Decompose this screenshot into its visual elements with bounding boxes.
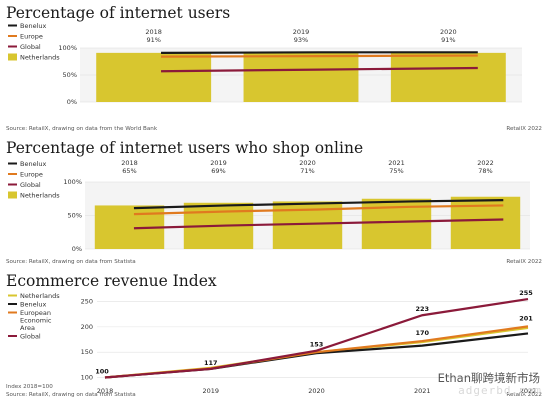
chart-source: Source: RetailX, drawing on data from th… bbox=[6, 126, 158, 132]
watermark-url: adgerbd.com bbox=[458, 384, 542, 397]
bar-value-label: 69% bbox=[211, 167, 225, 175]
bar-value-label: 91% bbox=[146, 36, 160, 44]
bar-value-label: 78% bbox=[478, 167, 492, 175]
chart-source: Source: RetailX, drawing on data from St… bbox=[6, 392, 136, 398]
bar-netherlands bbox=[450, 196, 521, 249]
y-tick-label: 200 bbox=[81, 323, 93, 331]
data-label: 255 bbox=[519, 289, 533, 297]
legend-label: Europe bbox=[20, 33, 43, 41]
series-line-benelux bbox=[133, 198, 504, 210]
legend-label: Global bbox=[20, 181, 41, 189]
credit-text: RetailX 2022 bbox=[506, 126, 542, 132]
legend-label: Global bbox=[20, 333, 41, 341]
legend-label: Benelux bbox=[20, 301, 47, 309]
internet-users-chart: 0%50%100%201891%201993%202091%BeneluxEur… bbox=[8, 22, 522, 106]
bar-value-label: 91% bbox=[441, 36, 455, 44]
series-line-global bbox=[133, 218, 504, 230]
data-label: 153 bbox=[310, 341, 324, 349]
x-tick-label: 2022 bbox=[520, 387, 537, 395]
bar-value-label: 75% bbox=[389, 167, 403, 175]
bar-netherlands bbox=[243, 51, 359, 102]
series-line-benelux bbox=[161, 51, 478, 54]
legend-swatch bbox=[8, 191, 17, 199]
legend-label: European Economic Area bbox=[20, 309, 52, 332]
y-tick-label: 0% bbox=[72, 245, 82, 253]
x-category-label: 2019 bbox=[293, 28, 310, 36]
x-tick-label: 2019 bbox=[202, 387, 219, 395]
series-line-europe bbox=[161, 54, 478, 58]
series-line-europe bbox=[133, 204, 504, 216]
y-tick-label: 0% bbox=[67, 98, 77, 106]
panel-shop-online: Percentage of internet users who shop on… bbox=[0, 135, 550, 270]
x-category-label: 2020 bbox=[440, 28, 457, 36]
watermark-text: Ethan聊跨境新市场 bbox=[437, 371, 540, 385]
x-category-label: 2021 bbox=[388, 159, 405, 167]
x-category-label: 2018 bbox=[121, 159, 138, 167]
data-label: 170 bbox=[415, 329, 429, 337]
legend-label: Netherlands bbox=[20, 292, 60, 300]
chart-title: Ecommerce revenue Index bbox=[6, 272, 217, 290]
x-category-label: 2022 bbox=[477, 159, 494, 167]
legend-label: Global bbox=[20, 43, 41, 51]
bar-value-label: 93% bbox=[294, 36, 308, 44]
credit-text: RetailX 2022 bbox=[506, 259, 542, 265]
chart-title: Percentage of internet users bbox=[6, 4, 231, 22]
bar-netherlands bbox=[96, 52, 212, 102]
legend-label: Netherlands bbox=[20, 54, 60, 62]
series-line-global bbox=[161, 66, 478, 73]
y-tick-label: 150 bbox=[81, 348, 93, 356]
legend-label: Europe bbox=[20, 171, 43, 179]
index-note: Index 2018=100 bbox=[6, 384, 53, 390]
revenue-index-chart: 100 150 200 250 2018 2019 2020 2021 2022 100 117 15… bbox=[8, 289, 537, 395]
data-label: 117 bbox=[204, 359, 218, 367]
chart-title: Percentage of internet users who shop on… bbox=[6, 139, 364, 157]
data-label: 201 bbox=[519, 314, 533, 322]
chart-source: Source: RetailX, drawing on data from St… bbox=[6, 259, 136, 265]
bar-netherlands bbox=[390, 52, 506, 102]
bar-value-label: 65% bbox=[122, 167, 136, 175]
x-tick-label: 2021 bbox=[414, 387, 431, 395]
series-line-global bbox=[104, 297, 529, 379]
x-category-label: 2019 bbox=[210, 159, 227, 167]
data-label: 100 bbox=[95, 367, 109, 375]
data-label: 223 bbox=[415, 305, 429, 313]
legend-swatch bbox=[8, 53, 17, 61]
x-tick-label: 2018 bbox=[97, 387, 114, 395]
legend-label: Benelux bbox=[20, 22, 47, 30]
y-tick-label: 50% bbox=[68, 212, 82, 220]
panel-revenue-index: Ecommerce revenue Index 100 150 200 250 2018… bbox=[0, 270, 550, 403]
y-tick-label: 100 bbox=[81, 373, 93, 381]
x-category-label: 2020 bbox=[299, 159, 316, 167]
y-tick-label: 100% bbox=[58, 44, 77, 52]
x-category-label: 2018 bbox=[145, 28, 162, 36]
legend-label: Benelux bbox=[20, 160, 47, 168]
x-tick-label: 2020 bbox=[308, 387, 325, 395]
bar-value-label: 71% bbox=[300, 167, 314, 175]
y-tick-label: 100% bbox=[63, 178, 82, 186]
y-tick-label: 250 bbox=[81, 298, 93, 306]
panel-internet-users: Percentage of internet users 0% 50% 100% 20… bbox=[0, 0, 550, 135]
y-tick-label: 50% bbox=[63, 71, 77, 79]
legend-label: Netherlands bbox=[20, 192, 60, 200]
credit-text: RetailX 2022 bbox=[506, 392, 542, 398]
